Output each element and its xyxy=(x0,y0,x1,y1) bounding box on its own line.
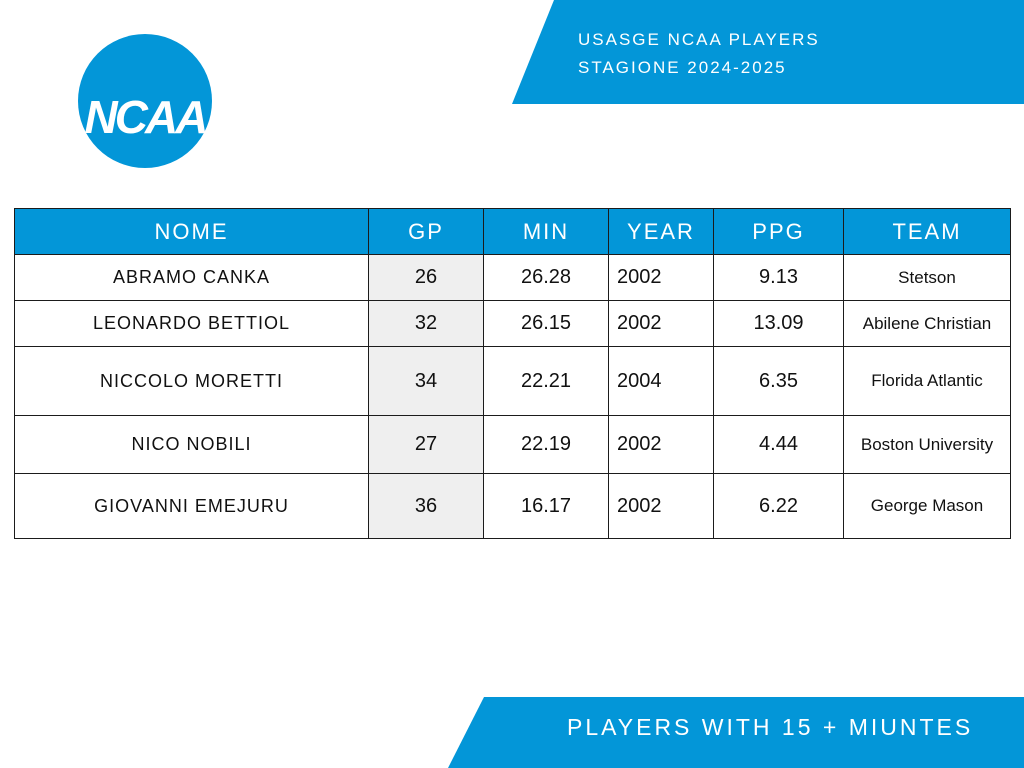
cell-name: ABRAMO CANKA xyxy=(14,254,369,301)
cell-ppg: 6.35 xyxy=(713,346,844,416)
players-table: NOME GP MIN YEAR PPG TEAM ABRAMO CANKA 2… xyxy=(14,208,1011,539)
cell-min: 22.21 xyxy=(483,346,609,416)
ncaa-logo-text: NCAA xyxy=(85,91,206,143)
cell-name: NICO NOBILI xyxy=(14,415,369,474)
cell-team: Boston University xyxy=(843,415,1011,474)
cell-gp: 34 xyxy=(368,346,484,416)
table-header-row: NOME GP MIN YEAR PPG TEAM xyxy=(14,208,1011,255)
footer-caption: PLAYERS WITH 15 + MIUNTES xyxy=(567,714,974,740)
cell-gp: 36 xyxy=(368,473,484,539)
cell-year: 2002 xyxy=(608,415,714,474)
table-row: GIOVANNI EMEJURU 36 16.17 2002 6.22 Geor… xyxy=(14,473,1011,539)
column-header-team: TEAM xyxy=(843,208,1011,255)
column-header-gp: GP xyxy=(368,208,484,255)
header-line-2: STAGIONE 2024-2025 xyxy=(578,58,787,77)
cell-min: 22.19 xyxy=(483,415,609,474)
cell-min: 16.17 xyxy=(483,473,609,539)
table-row: NICCOLO MORETTI 34 22.21 2004 6.35 Flori… xyxy=(14,346,1011,416)
cell-year: 2002 xyxy=(608,254,714,301)
table-row: LEONARDO BETTIOL 32 26.15 2002 13.09 Abi… xyxy=(14,300,1011,347)
table-row: NICO NOBILI 27 22.19 2002 4.44 Boston Un… xyxy=(14,415,1011,474)
header-title: USASGE NCAA PLAYERS STAGIONE 2024-2025 xyxy=(578,26,820,82)
cell-team: Stetson xyxy=(843,254,1011,301)
cell-min: 26.28 xyxy=(483,254,609,301)
column-header-year: YEAR xyxy=(608,208,714,255)
cell-ppg: 6.22 xyxy=(713,473,844,539)
table-row: ABRAMO CANKA 26 26.28 2002 9.13 Stetson xyxy=(14,254,1011,301)
column-header-nome: NOME xyxy=(14,208,369,255)
cell-team: Florida Atlantic xyxy=(843,346,1011,416)
ncaa-logo: NCAA xyxy=(78,34,212,168)
column-header-min: MIN xyxy=(483,208,609,255)
cell-year: 2004 xyxy=(608,346,714,416)
cell-name: NICCOLO MORETTI xyxy=(14,346,369,416)
players-table-wrap: NOME GP MIN YEAR PPG TEAM ABRAMO CANKA 2… xyxy=(14,208,1011,539)
cell-min: 26.15 xyxy=(483,300,609,347)
cell-year: 2002 xyxy=(608,473,714,539)
cell-ppg: 9.13 xyxy=(713,254,844,301)
cell-year: 2002 xyxy=(608,300,714,347)
header-line-1: USASGE NCAA PLAYERS xyxy=(578,30,820,49)
cell-team: Abilene Christian xyxy=(843,300,1011,347)
header-banner xyxy=(512,0,1024,104)
cell-name: LEONARDO BETTIOL xyxy=(14,300,369,347)
footer-banner xyxy=(448,697,1024,768)
cell-ppg: 13.09 xyxy=(713,300,844,347)
cell-name: GIOVANNI EMEJURU xyxy=(14,473,369,539)
column-header-ppg: PPG xyxy=(713,208,844,255)
cell-gp: 26 xyxy=(368,254,484,301)
cell-gp: 32 xyxy=(368,300,484,347)
ncaa-logo-mark: NCAA xyxy=(85,91,209,143)
cell-ppg: 4.44 xyxy=(713,415,844,474)
cell-gp: 27 xyxy=(368,415,484,474)
cell-team: George Mason xyxy=(843,473,1011,539)
